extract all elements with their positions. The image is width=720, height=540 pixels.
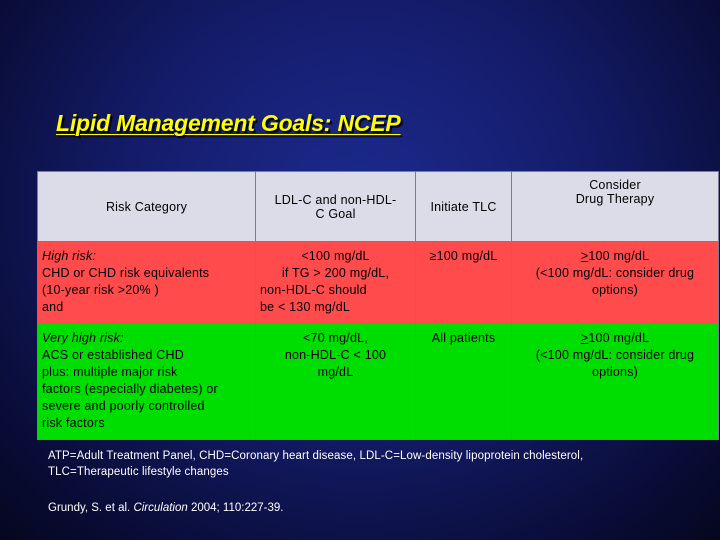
very-high-risk-category-line2: ACS or established CHD	[42, 348, 184, 362]
high-risk-drug-symbol: >	[580, 249, 589, 263]
high-risk-goal-line2: if TG > 200 mg/dL,	[281, 266, 390, 280]
footnote-line2: TLC=Therapeutic lifestyle changes	[48, 466, 229, 478]
citation-details: 2004; 110:227-39.	[187, 502, 284, 514]
very-high-risk-tlc-value: All patients	[431, 331, 496, 345]
very-high-risk-drug: >100 mg/dL (<100 mg/dL: consider drug op…	[511, 323, 719, 440]
header-initiate-tlc: Initiate TLC	[415, 171, 512, 242]
very-high-risk-label: Very high risk:	[42, 331, 124, 345]
very-high-risk-tlc: All patients	[415, 323, 512, 440]
high-risk-goal: <100 mg/dL if TG > 200 mg/dL, non-HDL-C …	[255, 241, 416, 324]
very-high-risk-drug-line3: options)	[591, 365, 639, 379]
high-risk-goal-line1: <100 mg/dL	[301, 249, 370, 263]
high-risk-category: High risk: CHD or CHD risk equivalents (…	[37, 241, 256, 324]
very-high-risk-drug-line1: >100 mg/dL	[516, 330, 714, 347]
very-high-risk-category-line5: severe and poorly controlled	[42, 399, 205, 413]
high-risk-drug-line2: (<100 mg/dL: consider drug	[535, 266, 695, 280]
slide-title: Lipid Management Goals: NCEP	[56, 110, 401, 136]
high-risk-drug-line1: >100 mg/dL	[516, 248, 714, 265]
very-high-risk-goal-line1: <70 mg/dL,	[303, 331, 368, 345]
very-high-risk-goal-line2: non-HDL-C < 100	[284, 348, 387, 362]
header-drug-line1: Consider	[589, 178, 641, 192]
citation-authors: Grundy, S. et al.	[48, 502, 134, 514]
very-high-risk-category-line6: risk factors	[42, 416, 105, 430]
table-row-very-high-risk: Very high risk: ACS or established CHD p…	[37, 323, 719, 440]
very-high-risk-category: Very high risk: ACS or established CHD p…	[37, 323, 256, 440]
header-risk-category-label: Risk Category	[105, 199, 188, 214]
very-high-risk-drug-symbol: >	[580, 331, 589, 345]
high-risk-goal-line4: be < 130 mg/dL	[260, 300, 351, 314]
very-high-risk-drug-value: 100 mg/dL	[588, 331, 650, 345]
high-risk-tlc-value: ≥100 mg/dL	[429, 249, 498, 263]
high-risk-drug-value: 100 mg/dL	[588, 249, 650, 263]
lipid-goals-table: Risk Category LDL-C and non-HDL- C Goal …	[37, 171, 719, 440]
high-risk-category-line2: CHD or CHD risk equivalents	[42, 266, 210, 280]
citation: Grundy, S. et al. Circulation 2004; 110:…	[48, 502, 283, 514]
very-high-risk-goal-line3: mg/dL	[317, 365, 354, 379]
very-high-risk-drug-line2: (<100 mg/dL: consider drug	[535, 348, 695, 362]
high-risk-goal-line3: non-HDL-C should	[260, 283, 367, 297]
header-initiate-tlc-label: Initiate TLC	[430, 199, 497, 214]
high-risk-category-line3: (10-year risk >20% )	[42, 283, 159, 297]
abbreviations-footnote: ATP=Adult Treatment Panel, CHD=Coronary …	[48, 448, 668, 480]
table-header-row: Risk Category LDL-C and non-HDL- C Goal …	[37, 171, 719, 242]
header-drug-therapy: Consider Drug Therapy	[511, 171, 719, 242]
very-high-risk-category-line3: plus: multiple major risk	[42, 365, 178, 379]
high-risk-drug: >100 mg/dL (<100 mg/dL: consider drug op…	[511, 241, 719, 324]
footnote-line1: ATP=Adult Treatment Panel, CHD=Coronary …	[48, 450, 584, 462]
high-risk-label: High risk:	[42, 249, 97, 263]
high-risk-category-line4: and	[42, 300, 64, 314]
header-risk-category: Risk Category	[37, 171, 256, 242]
header-goal: LDL-C and non-HDL- C Goal	[255, 171, 416, 242]
citation-journal: Circulation	[133, 502, 188, 514]
header-goal-line2: C Goal	[315, 206, 356, 221]
high-risk-drug-line3: options)	[591, 283, 639, 297]
high-risk-tlc: ≥100 mg/dL	[415, 241, 512, 324]
table-row-high-risk: High risk: CHD or CHD risk equivalents (…	[37, 241, 719, 324]
header-drug-line2: Drug Therapy	[575, 192, 655, 206]
very-high-risk-goal: <70 mg/dL, non-HDL-C < 100 mg/dL	[255, 323, 416, 440]
very-high-risk-category-line4: factors (especially diabetes) or	[42, 382, 218, 396]
header-goal-line1: LDL-C and non-HDL-	[274, 192, 397, 207]
